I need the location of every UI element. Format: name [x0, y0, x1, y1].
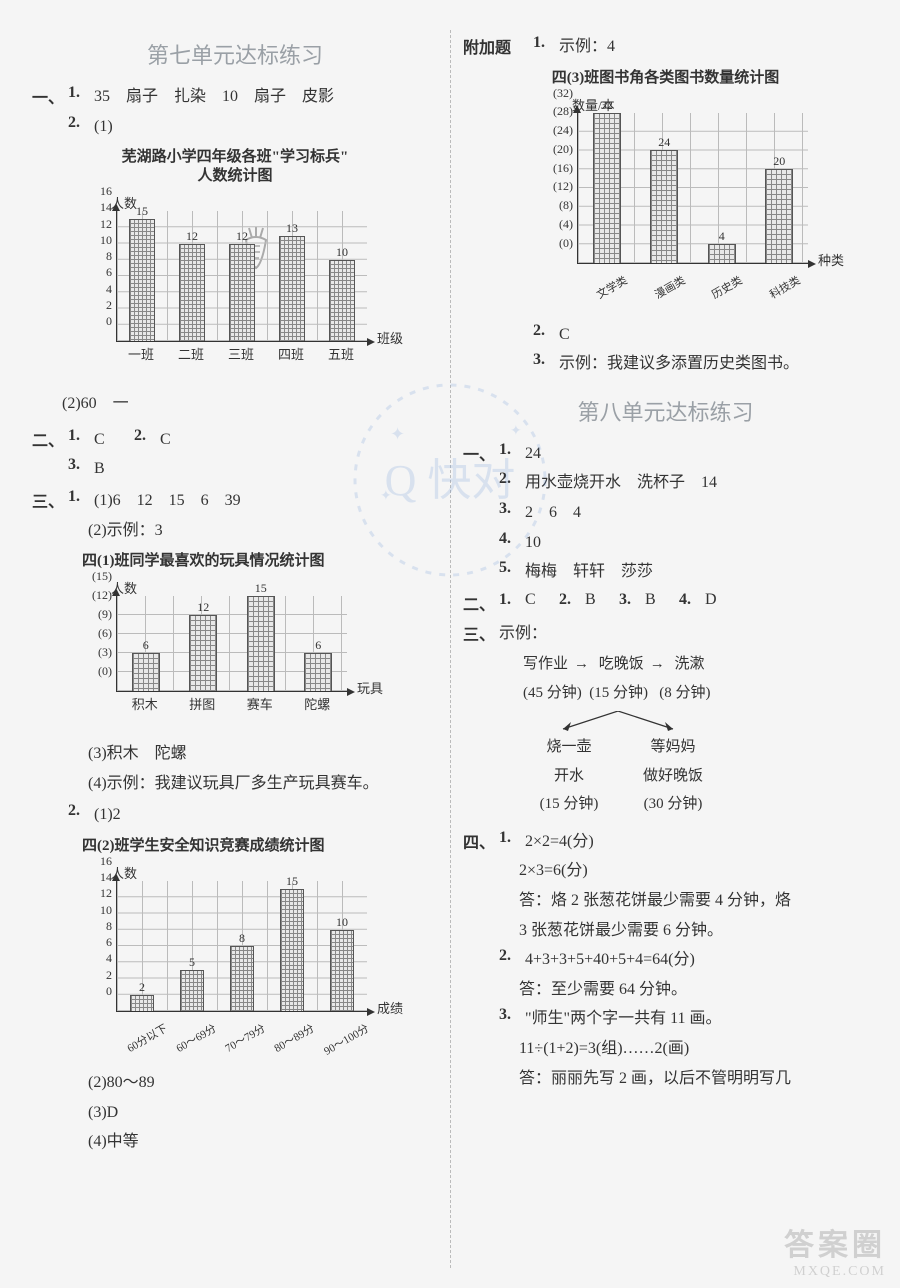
bar-value: 10 [336, 245, 348, 260]
bar-value: 13 [286, 221, 298, 236]
chart1-title-1: 芜湖路小学四年级各班"学习标兵" [32, 145, 438, 166]
x-axis-labels: 积木拼图赛车陀螺 [116, 694, 346, 713]
num: 1. [68, 84, 94, 110]
chart3: 0246810121416人数成绩258151060分以下60～69分70～79… [82, 861, 438, 1060]
x-axis-labels: 60分以下60～69分70～79分80～89分90～100分 [116, 1014, 366, 1030]
plot-area: 人数玩具612156 [116, 596, 347, 692]
bar-value: 15 [286, 874, 298, 889]
bar-value: 15 [255, 581, 267, 596]
y-axis-label: 人数 [111, 578, 137, 597]
chart1: 0246810121416人数班级1512121310一班二班三班四班五班 [82, 191, 438, 381]
y-axis: (0)(4)(8)(12)(16)(20)(24)(28)(32) [543, 93, 577, 243]
bar: 6 [132, 653, 160, 691]
bar: 15 [129, 219, 155, 341]
plot-area: 数量/本种类3224420 [577, 113, 808, 264]
y-axis-label: 人数 [111, 863, 137, 882]
arrow-right-icon: → [574, 656, 589, 672]
bar-value: 8 [239, 931, 245, 946]
right-column: 附加题 1. 示例：4 四(3)班图书角各类图书数量统计图 (0)(4)(8)(… [450, 30, 880, 1268]
bar: 6 [304, 653, 332, 691]
bar-value: 24 [658, 135, 670, 150]
bar-value: 2 [139, 980, 145, 995]
extra-row1: 附加题 1. 示例：4 [463, 34, 868, 60]
plot-area: 人数成绩2581510 [116, 881, 367, 1012]
bar-value: 20 [773, 154, 785, 169]
plot-area: 人数班级1512121310 [116, 211, 367, 342]
sec2-row1: 二、 1. C 2. C [32, 427, 438, 453]
left-column: 第七单元达标练习 一、 1. 35 扇子 扎染 10 扇子 皮影 2. (1) … [20, 30, 450, 1268]
bar: 24 [650, 150, 678, 263]
chart3-title: 四(2)班学生安全知识竞赛成绩统计图 [82, 834, 438, 855]
bar: 12 [179, 244, 205, 342]
branch-arrows-icon [543, 711, 693, 733]
bar: 5 [180, 970, 204, 1011]
bar: 12 [229, 244, 255, 342]
y-axis-label: 人数 [111, 193, 137, 212]
bar-value: 5 [189, 955, 195, 970]
unit7-title: 第七单元达标练习 [32, 38, 438, 70]
x-axis-label: 成绩 [377, 998, 403, 1017]
x-axis-label: 班级 [377, 328, 403, 347]
bar: 20 [765, 169, 793, 263]
sec3-q2: 2. (1)2 [32, 802, 438, 828]
bar: 2 [130, 995, 154, 1011]
bar: 4 [708, 244, 736, 263]
sec1-row2: 2. (1) [32, 114, 438, 140]
bar-value: 4 [719, 229, 725, 244]
bar: 10 [330, 930, 354, 1011]
bar-value: 6 [143, 638, 149, 653]
flow-diagram: 写作业→ 吃晚饭→ 洗漱 (45 分钟) (15 分钟) (8 分钟) [523, 650, 868, 819]
chart4-title: 四(3)班图书角各类图书数量统计图 [463, 66, 868, 87]
bar: 15 [280, 889, 304, 1011]
sec2-row2: 3. B [32, 456, 438, 482]
text: 35 扇子 扎染 10 扇子 皮影 [94, 84, 438, 110]
chart1-title-2: 人数统计图 [32, 164, 438, 185]
sec1-row1: 一、 1. 35 扇子 扎染 10 扇子 皮影 [32, 84, 438, 110]
bar: 32 [593, 113, 621, 263]
bar: 13 [279, 236, 305, 342]
bar-value: 6 [315, 638, 321, 653]
bar-value: 12 [197, 600, 209, 615]
sec1-q2-2: (2)60 一 [62, 391, 438, 417]
x-axis-label: 玩具 [357, 678, 383, 697]
bar-value: 10 [336, 915, 348, 930]
sec3-row1: 三、 1. (1)6 12 15 6 39 [32, 488, 438, 514]
label-yi: 一、 [32, 84, 68, 110]
bar-value: 12 [186, 229, 198, 244]
x-axis-label: 种类 [818, 250, 844, 269]
page: 第七单元达标练习 一、 1. 35 扇子 扎染 10 扇子 皮影 2. (1) … [0, 0, 900, 1288]
bar-value: 32 [601, 98, 613, 113]
num: 2. [68, 114, 94, 140]
bar: 12 [189, 615, 217, 691]
chart2: (0)(3)(6)(9)(12)(15)人数玩具612156积木拼图赛车陀螺 [82, 576, 438, 731]
bar: 15 [247, 596, 275, 691]
chart2-title: 四(1)班同学最喜欢的玩具情况统计图 [82, 549, 438, 570]
bar: 8 [230, 946, 254, 1011]
bar-value: 15 [136, 204, 148, 219]
arrow-right-icon: → [650, 656, 665, 672]
bar-value: 12 [236, 229, 248, 244]
x-axis-labels: 文学类漫画类历史类科技类 [577, 266, 807, 282]
text: (1) [94, 114, 438, 140]
bar: 10 [329, 260, 355, 341]
x-axis-labels: 一班二班三班四班五班 [116, 344, 366, 363]
unit8-title: 第八单元达标练习 [463, 395, 868, 427]
chart4: (0)(4)(8)(12)(16)(20)(24)(28)(32)数量/本种类3… [543, 93, 868, 312]
